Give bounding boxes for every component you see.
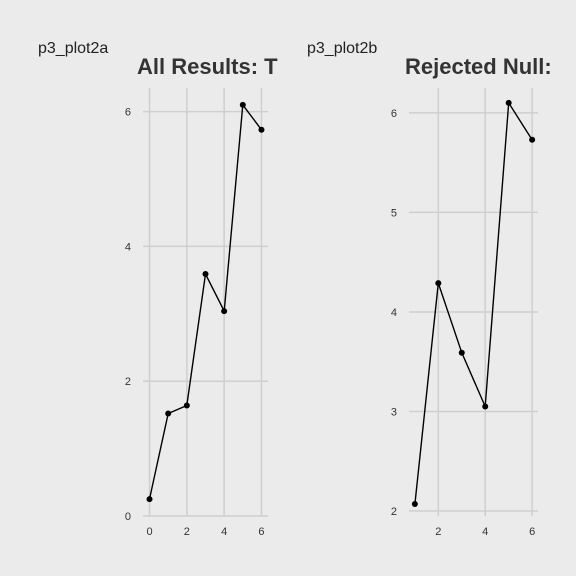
data-point — [258, 126, 265, 133]
x-tick-label: 4 — [482, 526, 488, 538]
chart-title: All Results: T — [137, 54, 278, 79]
data-point — [411, 501, 418, 508]
data-point — [221, 308, 228, 315]
data-point — [458, 349, 465, 356]
y-tick-label: 2 — [391, 506, 397, 518]
data-point — [505, 99, 512, 106]
x-tick-label: 0 — [146, 526, 152, 538]
y-tick-label: 4 — [125, 241, 131, 253]
chart-panel-2: 2 4 6 2 3 4 5 6 p3_plot2b Rejected Null: — [307, 40, 552, 538]
data-point — [146, 496, 153, 503]
data-point — [435, 280, 442, 287]
panel-tag: p3_plot2a — [38, 40, 108, 57]
chart-title: Rejected Null: — [405, 54, 552, 79]
chart-panel-1: 0 2 4 6 0 2 4 6 p3_plot2a All Results: T — [38, 40, 278, 538]
y-tick-label: 6 — [125, 107, 131, 119]
data-point — [183, 402, 190, 409]
x-tick-label: 6 — [529, 526, 535, 538]
data-point — [482, 403, 489, 410]
x-tick-label: 6 — [258, 526, 264, 538]
y-tick-label: 4 — [391, 307, 397, 319]
x-tick-label: 2 — [435, 526, 441, 538]
y-tick-label: 5 — [391, 207, 397, 219]
data-point — [529, 136, 536, 143]
x-tick-label: 4 — [221, 526, 227, 538]
data-point — [239, 101, 246, 108]
y-tick-label: 3 — [391, 406, 397, 418]
y-tick-label: 0 — [125, 511, 131, 523]
y-tick-label: 6 — [391, 108, 397, 120]
panel-tag: p3_plot2b — [307, 40, 377, 57]
data-point — [202, 271, 209, 278]
y-tick-label: 2 — [125, 376, 131, 388]
x-tick-label: 2 — [184, 526, 190, 538]
data-point — [165, 410, 172, 417]
series-line — [414, 100, 533, 505]
